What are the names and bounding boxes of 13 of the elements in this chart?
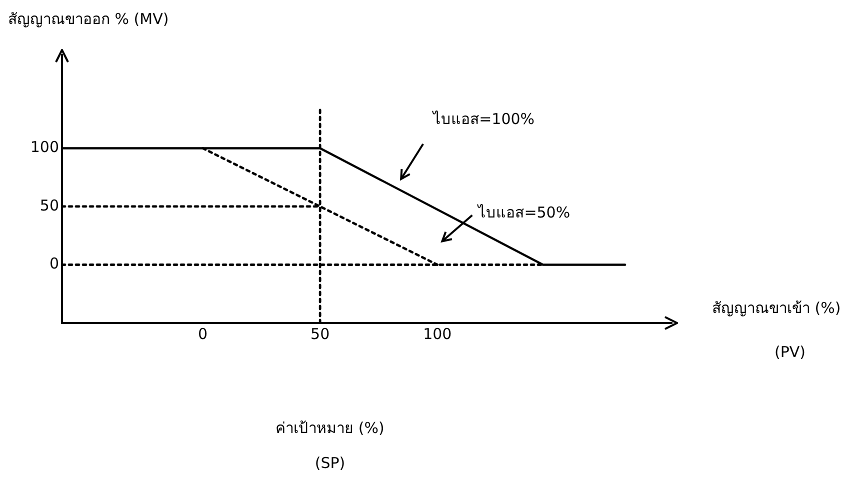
x-axis-title: สัญญาณขาเข้า (%)	[712, 299, 841, 317]
x-tick-label: 100	[423, 324, 452, 343]
text: (PV)	[774, 343, 806, 361]
text: ไบแอส=100%	[432, 110, 535, 128]
x-tick-label: 50	[310, 324, 330, 343]
y-tick-label: 50	[40, 196, 59, 214]
y-tick-label: 100	[30, 138, 59, 156]
x-tick-label: 0	[198, 324, 208, 343]
y-axis-title: สัญญาณขาออก % (MV)	[8, 10, 169, 28]
text: ไบแอส=50%	[477, 203, 570, 222]
y-tick-label: 0	[49, 254, 59, 273]
text: ค่าเป้าหมาย (%)	[276, 419, 384, 437]
text: (SP)	[314, 454, 346, 472]
